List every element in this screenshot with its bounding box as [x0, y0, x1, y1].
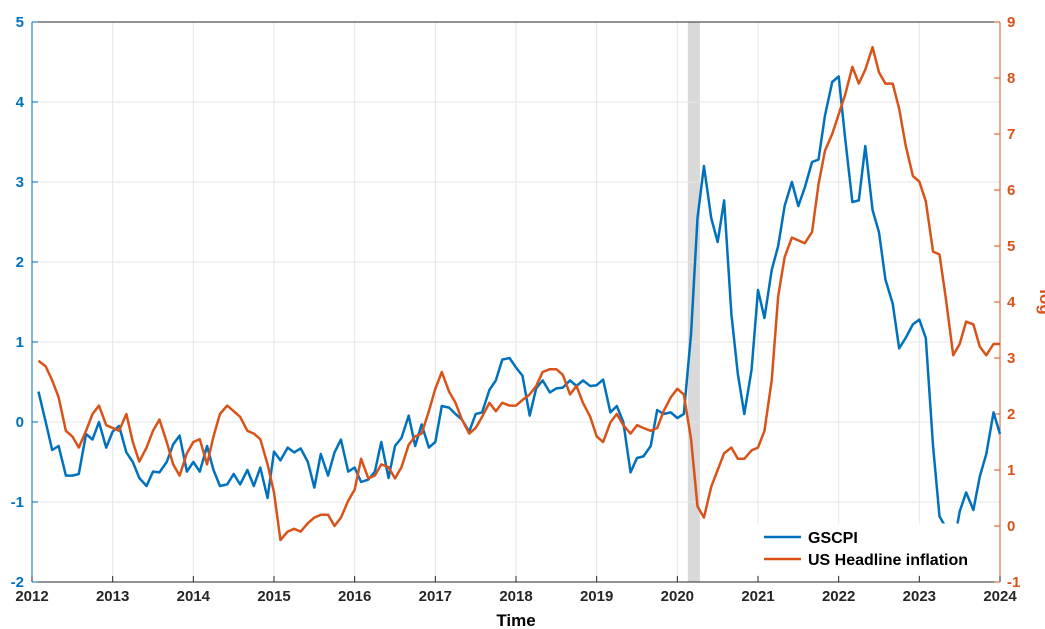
y2-tick-label: 0 — [1007, 518, 1015, 535]
y-tick-label: -2 — [11, 574, 24, 591]
x-tick-label: 2016 — [338, 588, 371, 605]
x-tick-label: 2024 — [983, 588, 1017, 605]
y2-tick-label: 5 — [1007, 238, 1015, 255]
x-tick-label: 2013 — [96, 588, 129, 605]
x-tick-label: 2018 — [499, 588, 532, 605]
x-tick-label: 2020 — [661, 588, 694, 605]
x-tick-label: 2015 — [257, 588, 290, 605]
x-tick-label: 2022 — [822, 588, 855, 605]
y2-tick-label: -1 — [1007, 574, 1020, 591]
y2-tick-label: 2 — [1007, 406, 1015, 423]
y-tick-label: 2 — [16, 254, 24, 271]
x-tick-label: 2014 — [177, 588, 211, 605]
y2-tick-label: 9 — [1007, 14, 1015, 31]
x-axis-label: Time — [496, 611, 535, 629]
y2-tick-label: 8 — [1007, 70, 1015, 87]
y2-tick-label: 4 — [1007, 294, 1016, 311]
y-tick-label: -1 — [11, 494, 24, 511]
x-tick-label: 2021 — [741, 588, 774, 605]
x-tick-label: 2017 — [419, 588, 452, 605]
y-tick-label: 3 — [16, 174, 24, 191]
y2-tick-label: 6 — [1007, 182, 1015, 199]
y-tick-label: 4 — [16, 94, 25, 111]
legend-label: US Headline inflation — [808, 552, 968, 569]
series-line — [37, 75, 1002, 549]
legend-box — [755, 523, 991, 575]
y2-tick-label: 1 — [1007, 462, 1015, 479]
y-tick-label: 5 — [16, 14, 24, 31]
y2-axis-label: log — [1036, 289, 1045, 315]
y-tick-label: 0 — [16, 414, 24, 431]
legend-label: GSCPI — [808, 530, 858, 547]
x-tick-label: 2023 — [903, 588, 936, 605]
y-tick-label: 1 — [16, 334, 24, 351]
x-tick-label: 2012 — [15, 588, 48, 605]
series-line — [37, 45, 1000, 542]
x-tick-label: 2019 — [580, 588, 613, 605]
y2-tick-label: 3 — [1007, 350, 1015, 367]
y2-tick-label: 7 — [1007, 126, 1015, 143]
